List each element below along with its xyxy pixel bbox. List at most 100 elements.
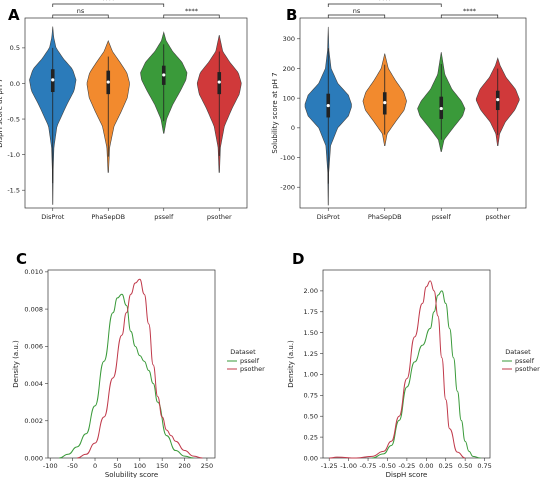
y-tick-label-a-1: -1.0 (7, 151, 20, 159)
plot-frame-d (322, 269, 491, 459)
x-axis-label-d: DispH score (386, 471, 428, 478)
x-tick-label-d-1: -1.00 (340, 462, 357, 470)
violin-chart-b: -200 -100 0 100 200 300 Solubility score at pH… (271, 0, 527, 221)
x-tick-label-a-disprot: DisProt (41, 213, 65, 221)
sig-label-b-2: **** (378, 0, 392, 4)
y-tick-label-d-5: 1.25 (304, 350, 318, 358)
series-line-c-psother (77, 278, 203, 459)
x-tick-label-a-psself: psself (154, 213, 174, 221)
x-tick-label-d-0: -1.25 (321, 462, 338, 470)
sig-label-b-0: ns (353, 7, 361, 15)
x-tick-label-c-0: -100 (43, 462, 58, 470)
bracket-a-1 (163, 14, 220, 18)
x-tick-label-a-phasepdb: PhaSepDB (91, 213, 125, 221)
legend-label-d-psself: psself (515, 357, 535, 365)
legend-label-c-psother: psother (240, 365, 265, 373)
median-dot-b-0 (326, 103, 330, 108)
median-dot-a-2 (162, 73, 166, 77)
median-dot-b-3 (496, 98, 500, 102)
y-tick-label-d-4: 1.00 (304, 371, 318, 379)
density-chart-c: 0.000 0.002 0.004 0.006 0.008 0.010 -100 -50 0 50… (12, 268, 265, 478)
y-tick-label-d-3: 0.75 (304, 392, 318, 400)
sig-label-a-1: **** (185, 7, 199, 15)
legend-title-c: Dataset (230, 348, 256, 356)
x-tick-label-d-6: 0.25 (438, 462, 452, 470)
panel-label-c: C (16, 250, 27, 268)
panel-label-d: D (292, 250, 304, 268)
plot-frame-b (299, 17, 527, 209)
y-tick-label-a-4: 0.5 (10, 44, 20, 52)
median-dot-a-3 (217, 80, 221, 84)
violin-chart-a: -1.5 -1.0 -0.5 0.0 0.5 DispH score at pH 7 Dis… (0, 0, 248, 221)
x-tick-label-d-4: -0.25 (398, 462, 415, 470)
bracket-a-0 (52, 14, 109, 18)
x-tick-label-b-psother: psother (485, 213, 510, 221)
y-tick-label-d-6: 1.50 (304, 329, 318, 337)
x-axis-label-c: Solubility score (105, 471, 158, 478)
median-dot-a-1 (106, 80, 110, 84)
sig-label-a-0: ns (77, 7, 85, 15)
y-tick-label-b-3: 100 (283, 94, 295, 102)
plot-frame-c (47, 269, 216, 459)
x-tick-label-d-3: -0.50 (379, 462, 396, 470)
series-line-c-psself (59, 293, 194, 459)
y-axis-label-c: Density (a.u.) (12, 340, 20, 388)
y-axis-label-b: Solubility score at pH 7 (271, 72, 279, 153)
legend-label-c-psself: psself (240, 357, 260, 365)
y-tick-label-a-0: -1.5 (7, 187, 20, 195)
y-tick-label-c-5: 0.010 (24, 268, 43, 276)
y-tick-label-b-0: -200 (280, 184, 295, 192)
y-tick-label-b-5: 300 (283, 35, 295, 43)
panel-label-a: A (8, 6, 20, 24)
x-tick-label-b-phasepdb: PhaSepDB (368, 213, 402, 221)
y-tick-label-c-1: 0.002 (24, 417, 43, 425)
panel-label-b: B (286, 6, 297, 24)
x-tick-label-c-6: 200 (178, 462, 190, 470)
y-tick-label-c-3: 0.006 (24, 343, 43, 351)
y-tick-label-b-4: 200 (283, 65, 295, 73)
y-tick-label-b-2: 0 (291, 124, 295, 132)
y-tick-label-d-1: 0.25 (304, 433, 318, 441)
x-tick-label-d-2: -0.75 (360, 462, 377, 470)
x-tick-label-d-5: 0.00 (419, 462, 433, 470)
x-tick-label-b-disprot: DisProt (317, 213, 341, 221)
y-tick-label-c-2: 0.004 (24, 380, 43, 388)
median-dot-b-2 (439, 106, 443, 111)
x-tick-label-c-3: 50 (113, 462, 121, 470)
bracket-b-0 (327, 14, 386, 18)
plot-frame-a (24, 17, 248, 209)
x-tick-label-c-4: 100 (134, 462, 146, 470)
x-tick-label-c-5: 150 (156, 462, 168, 470)
x-tick-label-c-1: -50 (67, 462, 78, 470)
bracket-a-2 (52, 3, 165, 7)
x-tick-label-c-2: 0 (93, 462, 97, 470)
median-dot-a-0 (51, 78, 55, 82)
series-line-d-psself (371, 290, 481, 459)
y-axis-label-d: Density (a.u.) (287, 340, 295, 388)
y-tick-label-b-1: -100 (280, 154, 295, 162)
x-tick-label-d-8: 0.75 (477, 462, 491, 470)
x-tick-label-a-psother: psother (207, 213, 232, 221)
series-line-d-psother (329, 280, 466, 459)
y-tick-label-a-3: 0.0 (10, 80, 20, 88)
sig-label-b-1: **** (463, 7, 477, 15)
x-tick-label-d-7: 0.50 (458, 462, 472, 470)
y-tick-label-c-0: 0.000 (24, 454, 43, 462)
density-chart-d: 0.00 0.25 0.50 0.75 1.00 1.25 1.50 1.75 2.00 -1.2… (287, 269, 540, 478)
legend-title-d: Dataset (505, 348, 531, 356)
legend-label-d-psother: psother (515, 365, 540, 373)
y-tick-label-d-0: 0.00 (304, 454, 318, 462)
sig-label-a-2: **** (102, 0, 116, 4)
median-dot-b-1 (383, 101, 387, 105)
y-tick-label-d-8: 2.00 (304, 287, 318, 295)
x-tick-label-b-psself: psself (432, 213, 452, 221)
y-tick-label-c-4: 0.008 (24, 305, 43, 313)
x-tick-label-c-7: 250 (201, 462, 213, 470)
y-tick-label-a-2: -0.5 (7, 115, 20, 123)
bracket-b-1 (440, 14, 499, 18)
y-axis-label-a: DispH score at pH 7 (0, 78, 4, 148)
y-tick-label-d-2: 0.50 (304, 413, 318, 421)
y-tick-label-d-7: 1.75 (304, 308, 318, 316)
bracket-b-2 (327, 3, 442, 7)
